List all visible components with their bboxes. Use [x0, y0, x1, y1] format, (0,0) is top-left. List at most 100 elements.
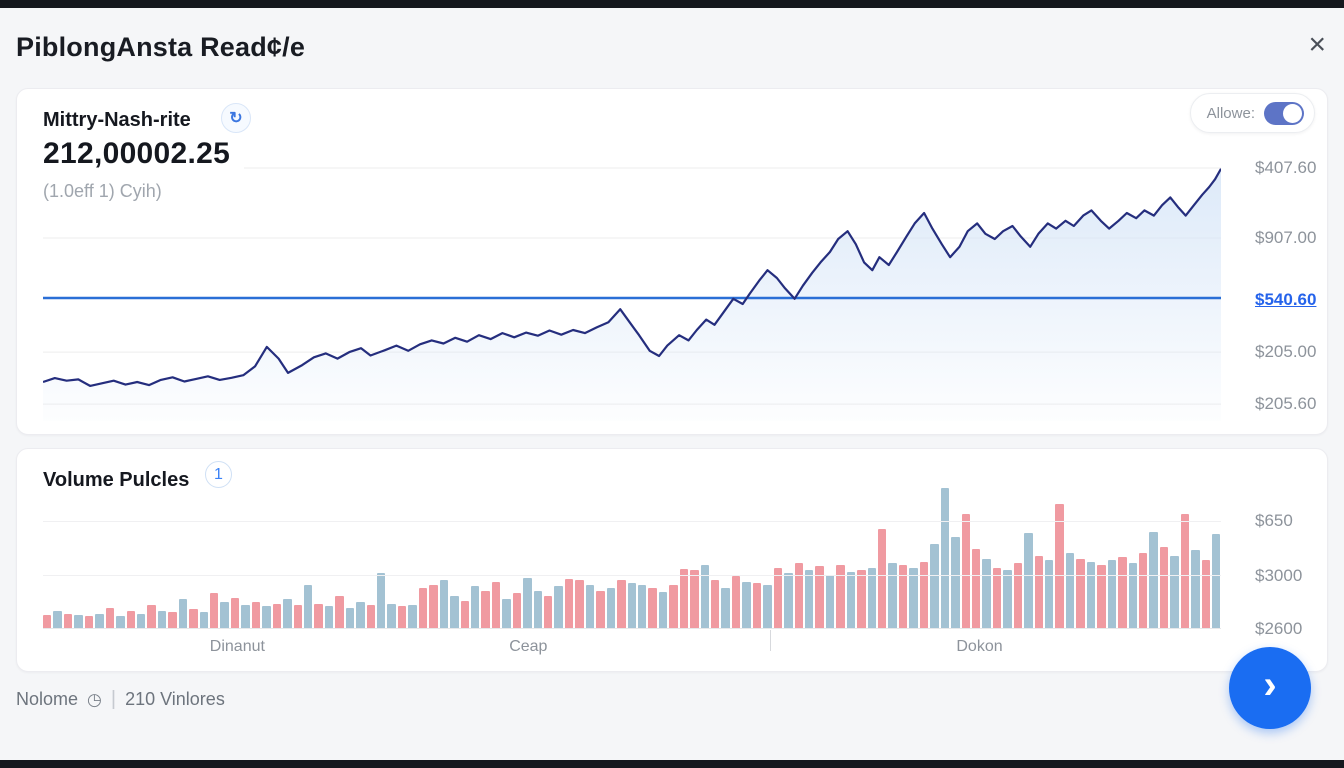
- volume-bar: [836, 564, 845, 628]
- volume-bar: [700, 564, 709, 628]
- page-title: PiblongAnsta Read¢/e: [16, 32, 306, 62]
- volume-bar: [251, 602, 261, 628]
- volume-bar: [679, 568, 689, 628]
- volume-bar: [585, 584, 595, 628]
- volume-bar: [1003, 570, 1012, 628]
- volume-bar: [168, 612, 177, 628]
- volume-bar: [564, 579, 574, 628]
- volume-bar: [940, 488, 950, 628]
- volume-bar: [210, 593, 219, 628]
- volume-bar: [43, 615, 52, 628]
- volume-bar: [439, 580, 449, 628]
- volume-bar: [105, 607, 115, 628]
- volume-bar: [825, 574, 835, 628]
- volume-bar: [763, 584, 772, 628]
- volume-bar: [74, 615, 83, 628]
- volume-bar: [637, 584, 647, 628]
- price-axis-tick: $205.00: [1255, 342, 1317, 362]
- x-axis-label: Dokon: [956, 638, 1003, 655]
- volume-bar: [731, 576, 741, 628]
- footer-label-left: Nolome: [16, 689, 79, 709]
- volume-bar: [377, 573, 386, 628]
- current-price-tick: $540.60: [1255, 290, 1317, 310]
- volume-bar: [878, 528, 887, 628]
- volume-bar: [116, 616, 125, 628]
- volume-bar: [794, 563, 803, 628]
- volume-bar: [1180, 514, 1190, 628]
- price-axis-tick: $205.60: [1255, 394, 1317, 414]
- volume-bar: [815, 566, 824, 628]
- volume-bar: [982, 558, 991, 628]
- volume-bar: [1107, 560, 1117, 628]
- volume-bar: [669, 584, 678, 628]
- volume-bar: [147, 604, 156, 628]
- volume-bar: [690, 570, 699, 628]
- volume-bar: [888, 563, 897, 628]
- volume-bar: [335, 596, 344, 628]
- volume-bar: [867, 567, 876, 628]
- next-button[interactable]: ›: [1229, 647, 1311, 729]
- volume-bar: [450, 596, 459, 628]
- volume-bar: [314, 603, 323, 628]
- top-edge-bar: [0, 0, 1344, 8]
- gridline: [43, 575, 1221, 577]
- volume-bar: [157, 610, 167, 628]
- volume-bar: [199, 612, 208, 628]
- x-axis-tick: [769, 630, 771, 651]
- volume-axis-labels: $650 $3000 $2600: [1233, 484, 1329, 638]
- bottom-edge-bar: [0, 760, 1344, 768]
- volume-bar: [523, 577, 532, 628]
- volume-bar: [512, 593, 522, 628]
- volume-bar: [1013, 563, 1023, 628]
- price-line: [43, 168, 1221, 387]
- volume-bar: [575, 580, 584, 628]
- volume-bar: [126, 610, 135, 628]
- volume-bar: [1149, 531, 1158, 628]
- volume-bar: [971, 548, 981, 628]
- volume-bar: [283, 599, 292, 628]
- volume-bar: [596, 590, 605, 628]
- volume-bar-chart: [43, 484, 1221, 629]
- refresh-icon[interactable]: ↻: [221, 103, 251, 133]
- volume-bar: [544, 596, 553, 628]
- volume-bar: [220, 602, 229, 628]
- volume-count-badge: 1: [205, 461, 232, 488]
- volume-bar: [303, 584, 313, 628]
- volume-bar: [919, 561, 929, 628]
- volume-bar: [136, 613, 146, 628]
- volume-bar: [460, 600, 469, 628]
- volume-bar: [1159, 547, 1169, 628]
- volume-bar: [711, 580, 720, 628]
- volume-bar: [961, 514, 970, 628]
- volume-bar: [1076, 558, 1085, 628]
- volume-bar: [1170, 556, 1179, 628]
- volume-bar: [606, 587, 616, 628]
- volume-bar: [1097, 564, 1106, 628]
- volume-x-axis: Dinanut Ceap Dokon: [43, 630, 1221, 662]
- volume-bar: [1212, 534, 1221, 628]
- allow-toggle[interactable]: [1264, 101, 1304, 125]
- x-axis-label: Dinanut: [209, 638, 265, 655]
- volume-bar: [1034, 556, 1043, 628]
- volume-bar: [230, 597, 240, 628]
- close-icon[interactable]: ×: [1308, 28, 1326, 61]
- volume-bar: [742, 581, 751, 628]
- volume-bar: [648, 587, 657, 628]
- chevron-right-icon: ›: [1263, 663, 1277, 707]
- price-axis-tick: $407.60: [1255, 158, 1317, 178]
- volume-bar: [387, 603, 396, 628]
- toggle-label: Allowe:: [1206, 104, 1255, 122]
- volume-bar: [930, 544, 939, 628]
- volume-bar: [1045, 560, 1054, 628]
- price-subtitle: (1.0eff 1) Cyih): [43, 181, 162, 201]
- volume-bar: [1128, 563, 1137, 628]
- volume-bar: [418, 587, 428, 628]
- price-card-title: Mittry-Nash-rite: [43, 109, 191, 131]
- volume-bar: [898, 564, 908, 628]
- volume-bar: [1055, 504, 1064, 628]
- volume-bar: [178, 599, 188, 628]
- volume-bar: [909, 567, 918, 628]
- volume-bar: [95, 613, 104, 628]
- volume-bar: [1191, 550, 1200, 628]
- volume-axis-tick: $2600: [1255, 619, 1303, 638]
